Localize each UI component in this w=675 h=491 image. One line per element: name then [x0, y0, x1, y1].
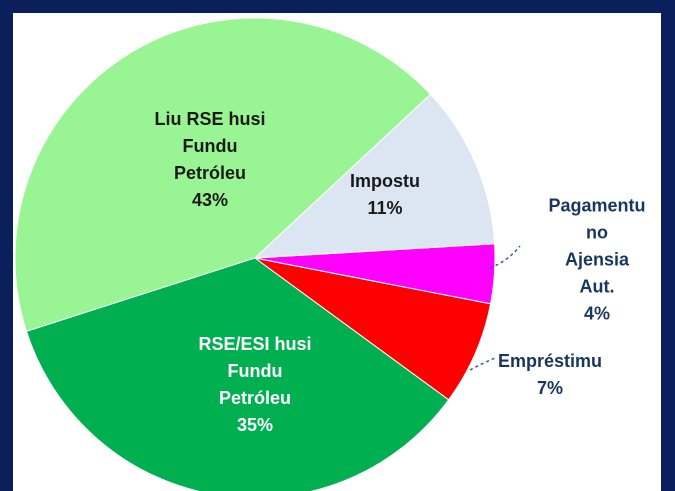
pie-slice	[253, 93, 496, 259]
value-label: 4%	[583, 303, 610, 324]
slice-label: Pagamentu no Ajensia Aut. 4%	[548, 193, 645, 328]
pie-slice	[254, 257, 492, 401]
value-label: 11%	[367, 198, 403, 218]
category-label: Empréstimu	[497, 351, 603, 371]
slice-label: RSE/ESI husi Fundu Petróleu 35%	[198, 331, 311, 439]
leader-line	[469, 357, 496, 371]
pie-chart	[14, 17, 521, 491]
slice-label: Liu RSE husi Fundu Petróleu 43%	[154, 106, 265, 214]
slice-label: Empréstimu 7%	[498, 348, 602, 402]
value-label: 43%	[191, 190, 229, 210]
leader-line	[489, 245, 521, 269]
category-label: RSE/ESI husi Fundu Petróleu	[198, 334, 312, 408]
category-label: Pagamentu no Ajensia Aut.	[548, 195, 646, 297]
pie-slice	[14, 17, 432, 332]
category-label: Impostu	[350, 171, 420, 191]
slice-label: Impostu 11%	[350, 168, 420, 222]
value-label: 7%	[536, 378, 563, 398]
value-label: 35%	[236, 415, 274, 435]
pie-slice	[25, 257, 450, 491]
chart: Impostu 11% Pagamentu no Ajensia Aut. 4% Emp…	[13, 13, 661, 491]
category-label: Liu RSE husi Fundu Petróleu	[154, 109, 266, 183]
